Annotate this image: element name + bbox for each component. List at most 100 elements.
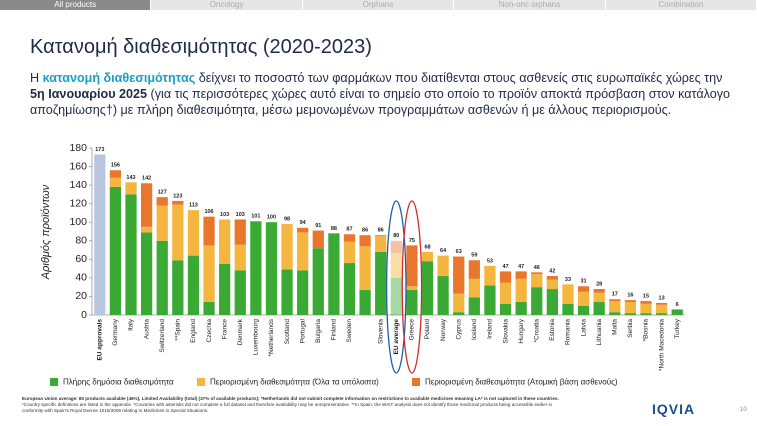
total-label: 46 [534, 265, 540, 271]
x-tick-label: Latvia [580, 319, 587, 337]
bar-segment [421, 251, 434, 262]
y-tick-label: 160 [69, 160, 87, 172]
x-tick-label: France [221, 319, 228, 340]
bar-segment [297, 227, 309, 233]
x-tick-label: *North Macedonia [658, 319, 665, 371]
total-label: 17 [612, 292, 618, 298]
y-tick-label: 120 [69, 197, 87, 209]
bar-segment [453, 293, 465, 313]
bar-segment [515, 278, 527, 303]
total-label: 86 [378, 228, 384, 234]
total-label: 64 [440, 248, 447, 254]
bar-segment [453, 256, 465, 294]
bar-segment [203, 216, 215, 246]
x-tick-label: Sweden [346, 319, 353, 343]
slide-title: Κατανομή διαθεσιμότητας (2020-2023) [30, 36, 372, 58]
total-label: 42 [549, 268, 555, 274]
bar-segment [187, 210, 200, 256]
bar-segment [359, 289, 371, 315]
total-label: 28 [596, 281, 602, 287]
bar-segment [468, 297, 480, 315]
x-tick-label: Poland [424, 319, 431, 340]
total-label: 113 [189, 203, 198, 209]
tab[interactable]: Oncology [151, 0, 303, 10]
total-label: 80 [393, 233, 399, 239]
intro-bold: 5η Ιανουαρίου 2025 [30, 87, 148, 101]
bar-segment [655, 313, 668, 315]
total-label: 123 [173, 193, 182, 199]
intro-highlight: κατανομή διαθεσιμότητας [42, 71, 196, 85]
bar-segment [640, 301, 652, 304]
x-tick-label: Luxembourg [253, 319, 260, 356]
x-tick-label: Estonia [549, 319, 556, 341]
bar-segment [94, 154, 106, 315]
bar-segment [655, 302, 668, 305]
bar-segment [531, 274, 543, 288]
y-tick-label: 20 [75, 290, 87, 302]
bar-segment [343, 241, 356, 264]
x-tick-label: *Croatia [533, 319, 540, 343]
x-tick-label: Ireland [487, 319, 494, 339]
bar-segment [234, 270, 246, 315]
bar-segment [156, 205, 168, 241]
bar-segment [125, 194, 137, 315]
bar-segment [577, 286, 590, 292]
bar-segment [437, 255, 449, 277]
y-tick-label: 140 [69, 179, 87, 191]
intro-part: (για τις περισσότερες χώρες αυτό είναι τ… [30, 87, 731, 117]
bar-segment [156, 197, 168, 206]
bar-segment [172, 200, 184, 205]
bar-segment [141, 232, 153, 315]
bar-segment [359, 235, 371, 247]
bar-segment [172, 260, 184, 315]
x-tick-label: Finland [331, 319, 338, 341]
bar-segment [141, 183, 153, 227]
bar-segment [531, 287, 543, 315]
bar-segment [499, 271, 512, 283]
bar-segment [531, 272, 543, 275]
bar-segment [250, 221, 262, 315]
tab[interactable]: Orphans [303, 0, 455, 10]
x-tick-label: Austria [143, 319, 150, 340]
total-label: 101 [251, 214, 260, 220]
y-tick-label: 100 [69, 216, 87, 228]
bar-segment [312, 230, 324, 249]
bar-segment [203, 302, 215, 315]
bar-segment [640, 303, 652, 314]
bar-segment [375, 251, 387, 315]
bar-segment [125, 182, 137, 195]
total-label: 103 [220, 212, 229, 218]
footnote: *Country specific definitions are listed… [22, 402, 553, 407]
total-label: 47 [518, 264, 524, 270]
bar-segment [156, 240, 168, 315]
total-label: 91 [315, 223, 321, 229]
bar-segment [624, 302, 636, 314]
x-tick-label: England [190, 319, 197, 343]
bar-segment [468, 260, 480, 279]
tab[interactable]: Non-onc orphans [454, 0, 606, 10]
bar-segment [468, 278, 480, 298]
y-tick-label: 40 [75, 272, 87, 284]
total-label: 47 [502, 264, 508, 270]
footnote: conformity with Spain's Royal Decree 101… [22, 408, 209, 413]
highlight-ring [401, 200, 423, 374]
bar-segment [343, 263, 356, 315]
x-tick-label: Czechia [206, 319, 213, 343]
x-tick-label: Italy [128, 318, 135, 331]
total-label: 106 [204, 209, 213, 215]
bar-segment [640, 313, 652, 315]
bar-segment [141, 226, 153, 233]
legend-swatch [412, 378, 420, 386]
total-label: 98 [284, 217, 290, 223]
tab[interactable]: All products [0, 0, 152, 10]
total-label: 6 [676, 302, 679, 308]
bar-segment [281, 224, 293, 270]
bar-segment [234, 244, 246, 271]
x-tick-label: Bulgaria [315, 319, 322, 343]
bar-segment [265, 222, 278, 315]
bar-segment [453, 312, 465, 315]
x-tick-label: Norway [440, 318, 447, 341]
bar-segment [390, 277, 402, 315]
bar-segment [609, 312, 621, 315]
